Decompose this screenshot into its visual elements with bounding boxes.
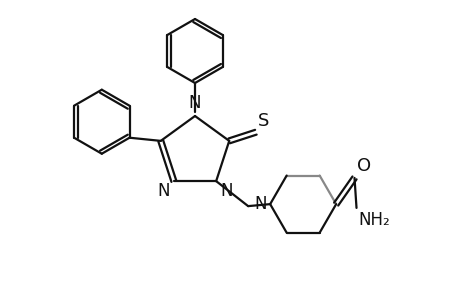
Text: N: N [254,195,267,213]
Text: N: N [157,182,169,200]
Text: N: N [220,182,232,200]
Text: NH₂: NH₂ [358,211,389,229]
Text: N: N [188,94,201,112]
Text: S: S [257,112,269,130]
Text: O: O [356,157,370,175]
